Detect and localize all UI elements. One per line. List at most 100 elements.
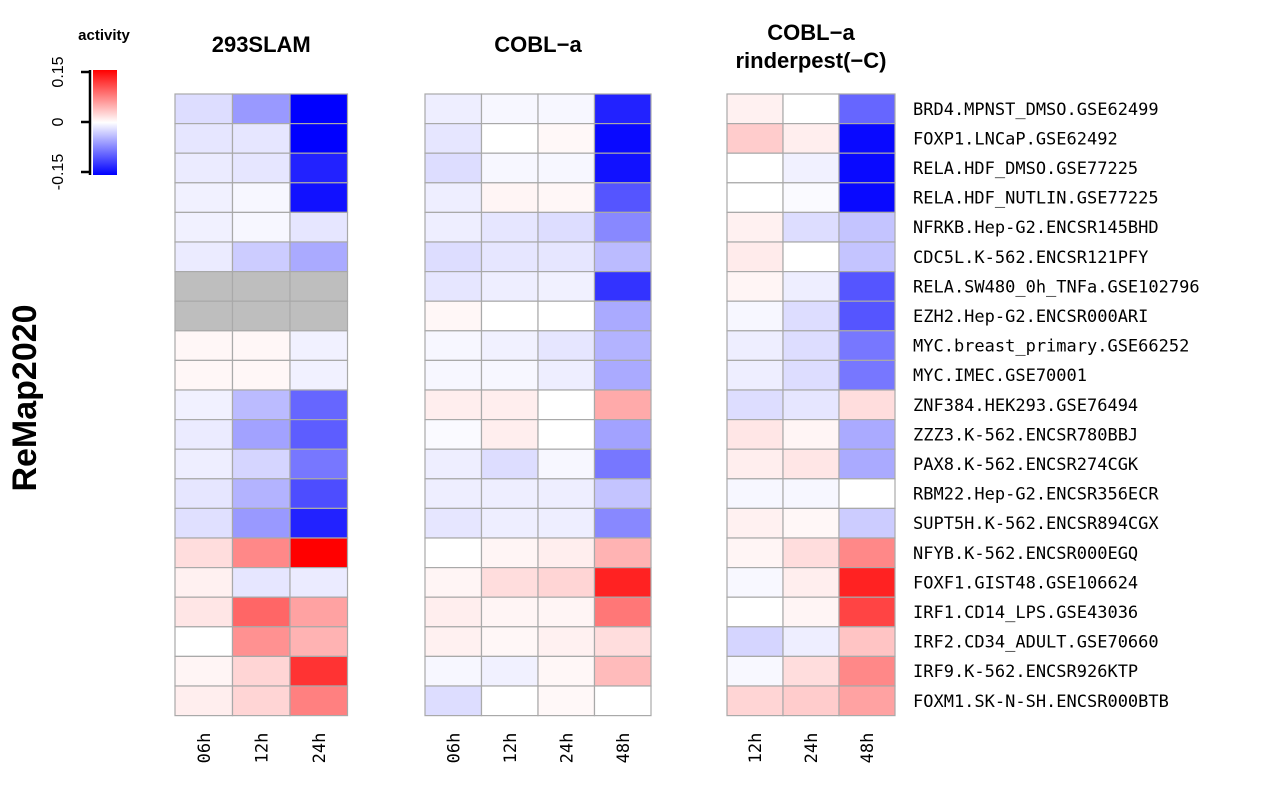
heatmap-cell <box>593 566 652 598</box>
heatmap-cell <box>782 152 840 184</box>
heatmap-cell <box>174 271 234 302</box>
column-label: 48h <box>614 733 634 764</box>
heatmap-cell <box>289 211 349 243</box>
heatmap-cell <box>231 152 291 184</box>
row-label: CDC5L.K-562.ENCSR121PFY <box>913 248 1148 268</box>
row-label: EZH2.Hep-G2.ENCSR000ARI <box>913 307 1148 327</box>
heatmap-cell <box>289 507 349 539</box>
heatmap-cell <box>424 507 483 539</box>
heatmap-cell <box>726 122 784 154</box>
heatmap-cell <box>726 626 784 657</box>
heatmap-cell <box>289 419 349 450</box>
heatmap-cell <box>231 626 291 657</box>
column-label: 12h <box>501 733 521 764</box>
heatmap-cell <box>231 271 291 302</box>
heatmap-cell <box>537 537 596 569</box>
heatmap-cell <box>174 122 234 154</box>
row-label: NFRKB.Hep-G2.ENCSR145BHD <box>913 218 1159 238</box>
legend-tick-label: 0 <box>50 117 67 126</box>
heatmap-cell <box>424 241 483 273</box>
heatmap-cell <box>537 626 596 657</box>
heatmap-cell <box>289 389 349 421</box>
heatmap-cell <box>593 330 652 361</box>
heatmap-cell <box>289 655 349 687</box>
y-axis-label: ReMap2020 <box>6 304 44 491</box>
heatmap-cell <box>480 419 539 450</box>
heatmap-cell <box>231 330 291 361</box>
heatmap-cell <box>480 241 539 273</box>
heatmap-cell <box>480 211 539 243</box>
heatmap-cell <box>480 448 539 480</box>
heatmap-cell <box>231 122 291 154</box>
panel-title: COBL−a <box>767 20 855 45</box>
heatmap-cell <box>174 330 234 361</box>
column-label: 12h <box>746 733 766 764</box>
heatmap-cell <box>480 537 539 569</box>
column-label: 06h <box>444 733 464 764</box>
heatmap-cell <box>726 182 784 214</box>
heatmap-cell <box>593 241 652 273</box>
heatmap-cell <box>838 300 896 332</box>
column-label: 24h <box>310 733 330 764</box>
heatmap-cell <box>231 389 291 421</box>
heatmap-cell <box>782 626 840 657</box>
heatmap-cell <box>782 389 840 421</box>
heatmap-cell <box>289 152 349 184</box>
heatmap-cell <box>537 419 596 450</box>
heatmap-cell <box>231 93 291 125</box>
heatmap-cell <box>537 685 596 717</box>
heatmap-cell <box>782 478 840 509</box>
heatmap-cell <box>289 300 349 332</box>
heatmap-cell <box>782 211 840 243</box>
heatmap-cell <box>726 419 784 450</box>
heatmap-cell <box>782 507 840 539</box>
heatmap-cell <box>593 271 652 302</box>
heatmap-cell <box>424 478 483 509</box>
heatmap-cell <box>289 478 349 509</box>
heatmap-cell <box>593 359 652 391</box>
heatmap-cell <box>782 182 840 214</box>
heatmap-cell <box>289 448 349 480</box>
heatmap-cell <box>174 537 234 569</box>
heatmap-cell <box>782 419 840 450</box>
heatmap-cell <box>174 448 234 480</box>
row-label: MYC.IMEC.GSE70001 <box>913 366 1087 386</box>
heatmap-cell <box>174 685 234 717</box>
heatmap-cell <box>838 507 896 539</box>
heatmap-cell <box>782 685 840 717</box>
column-label: 12h <box>252 733 272 764</box>
heatmap-cell <box>726 300 784 332</box>
heatmap-cell <box>231 211 291 243</box>
heatmap-cell <box>480 655 539 687</box>
heatmap-cell <box>726 448 784 480</box>
heatmap-cell <box>174 211 234 243</box>
heatmap-cell <box>480 152 539 184</box>
heatmap-cell <box>424 359 483 391</box>
heatmap-cell <box>838 685 896 717</box>
heatmap-cell <box>231 300 291 332</box>
heatmap-cell <box>424 655 483 687</box>
heatmap-cell <box>424 300 483 332</box>
legend-colorbar <box>93 70 117 175</box>
row-label: IRF2.CD34_ADULT.GSE70660 <box>913 633 1159 653</box>
heatmap-cell <box>593 211 652 243</box>
heatmap-cell <box>537 448 596 480</box>
heatmap-cell <box>289 596 349 628</box>
heatmap-cell <box>726 478 784 509</box>
legend-tick-label: 0.15 <box>50 56 67 87</box>
heatmap-cell <box>838 566 896 598</box>
heatmap-cell <box>480 478 539 509</box>
heatmap-cell <box>424 419 483 450</box>
heatmap-cell <box>726 655 784 687</box>
heatmap-cell <box>424 122 483 154</box>
legend-tick-label: -0.15 <box>50 154 67 191</box>
heatmap-cell <box>537 211 596 243</box>
heatmap-cell <box>726 596 784 628</box>
heatmap-cell <box>289 359 349 391</box>
heatmap-cell <box>726 566 784 598</box>
heatmap-cell <box>593 448 652 480</box>
heatmap-cell <box>174 389 234 421</box>
heatmap-cell <box>537 596 596 628</box>
heatmap-cell <box>838 626 896 657</box>
heatmap-cell <box>838 596 896 628</box>
